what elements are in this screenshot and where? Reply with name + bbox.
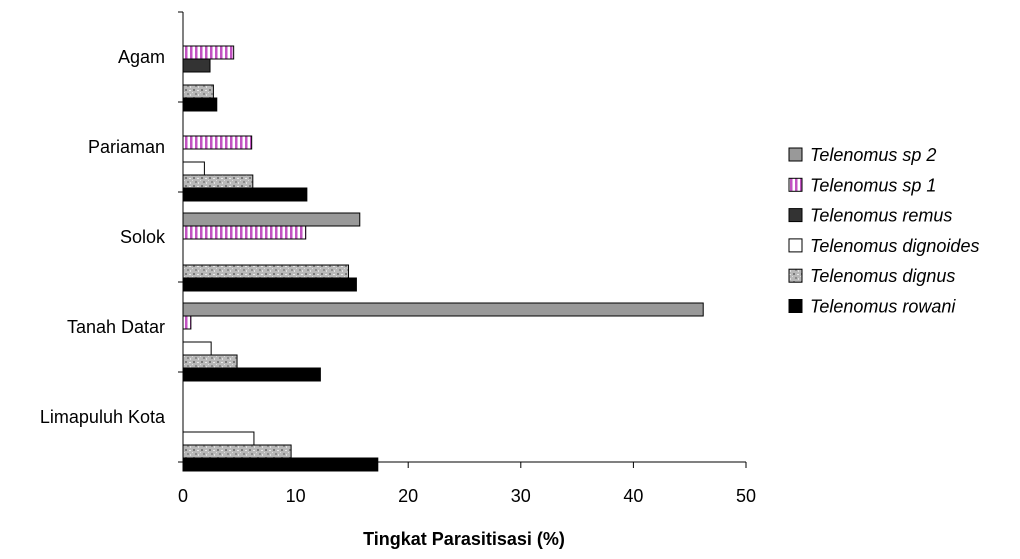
bar-tanah-datar-telenomus-dignoides xyxy=(182,341,212,356)
bar-agam-telenomus-remus xyxy=(182,58,211,73)
category-label-limapuluh-kota: Limapuluh Kota xyxy=(40,407,166,427)
legend: Telenomus sp 2 Telenomus sp 1 Telenomus re… xyxy=(788,145,979,317)
legend-item-telenomus-sp-1: Telenomus sp 1 xyxy=(788,175,936,195)
category-label-tanah-datar: Tanah Datar xyxy=(67,317,165,337)
bar-pariaman-telenomus-sp-1 xyxy=(182,135,253,150)
legend-item-telenomus-rowani: Telenomus rowani xyxy=(788,297,956,317)
x-tick-label-40: 40 xyxy=(623,486,643,506)
bar-limapuluh-kota-telenomus-dignoides xyxy=(182,431,255,446)
x-tick-label-0: 0 xyxy=(178,486,188,506)
bar-pariaman-telenomus-dignoides xyxy=(182,161,205,176)
x-tick-label-50: 50 xyxy=(736,486,756,506)
bar-pariaman-telenomus-dignus xyxy=(182,174,254,189)
legend-item-telenomus-remus: Telenomus remus xyxy=(788,206,952,226)
x-tick-label-30: 30 xyxy=(511,486,531,506)
bar-tanah-datar-telenomus-sp-1 xyxy=(182,315,192,330)
legend-swatch xyxy=(788,238,803,253)
legend-swatch xyxy=(788,268,803,283)
bar-tanah-datar-telenomus-dignus xyxy=(182,354,238,369)
category-label-agam: Agam xyxy=(118,47,165,67)
bar-limapuluh-kota-telenomus-rowani xyxy=(182,457,379,472)
legend-swatch xyxy=(788,147,803,162)
bar-solok-telenomus-sp-1 xyxy=(182,225,307,240)
bar-agam-telenomus-dignus xyxy=(182,84,214,99)
legend-label: Telenomus dignus xyxy=(810,266,955,286)
category-label-pariaman: Pariaman xyxy=(88,137,165,157)
legend-label: Telenomus dignoides xyxy=(810,236,979,256)
legend-swatch xyxy=(788,299,803,313)
legend-label: Telenomus sp 2 xyxy=(810,145,936,165)
bar-solok-telenomus-dignus xyxy=(182,264,350,279)
legend-label: Telenomus remus xyxy=(810,206,952,226)
bar-solok-telenomus-sp-2 xyxy=(182,212,361,227)
bar-tanah-datar-telenomus-rowani xyxy=(182,367,321,382)
x-tick-label-20: 20 xyxy=(398,486,418,506)
bar-pariaman-telenomus-rowani xyxy=(182,187,308,202)
bar-agam-telenomus-sp-1 xyxy=(182,45,235,60)
legend-item-telenomus-dignoides: Telenomus dignoides xyxy=(788,236,979,256)
bar-limapuluh-kota-telenomus-dignus xyxy=(182,444,292,459)
bar-agam-telenomus-rowani xyxy=(182,97,218,112)
bar-tanah-datar-telenomus-sp-2 xyxy=(182,302,704,317)
axes-layer: Agam Pariaman Solok Tanah Datar Limapuluh Ko… xyxy=(40,11,756,506)
bar-solok-telenomus-rowani xyxy=(182,277,357,292)
legend-swatch xyxy=(788,177,803,192)
legend-item-telenomus-dignus: Telenomus dignus xyxy=(788,266,955,286)
legend-label: Telenomus rowani xyxy=(810,297,956,317)
x-axis-title: Tingkat Parasitisasi (%) xyxy=(363,529,565,549)
category-label-solok: Solok xyxy=(120,227,166,247)
legend-swatch xyxy=(788,208,803,223)
bars-layer xyxy=(182,45,704,472)
legend-label: Telenomus sp 1 xyxy=(810,175,936,195)
legend-item-telenomus-sp-2: Telenomus sp 2 xyxy=(788,145,936,165)
x-tick-label-10: 10 xyxy=(286,486,306,506)
